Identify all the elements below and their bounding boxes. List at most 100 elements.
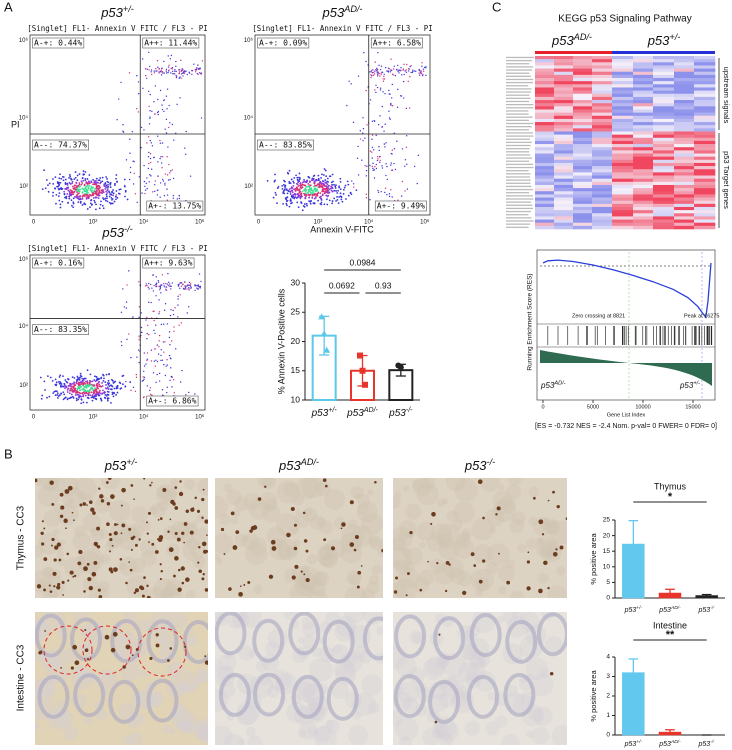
stain-spot	[146, 521, 148, 524]
stain-spot	[526, 560, 530, 564]
dot	[288, 180, 291, 183]
heatmap-cell	[592, 96, 613, 101]
heatmap-cell	[612, 169, 634, 173]
dot	[163, 351, 165, 353]
dot	[86, 189, 89, 192]
bar	[622, 672, 645, 736]
stain-spot	[36, 584, 42, 589]
heatmap-cell	[633, 100, 654, 104]
heatmap-cell	[573, 216, 593, 220]
dot	[300, 202, 303, 204]
dot	[111, 391, 114, 394]
heatmap-cell	[535, 184, 555, 189]
dot	[152, 290, 155, 292]
heatmap-cell	[653, 62, 675, 66]
dot	[168, 69, 170, 71]
stain-spot	[532, 496, 536, 500]
stain-spot	[107, 478, 112, 481]
dot	[305, 185, 308, 188]
dot	[379, 159, 381, 162]
dot	[350, 193, 353, 196]
dot	[181, 369, 183, 372]
dot	[58, 376, 61, 378]
heatmap-cell	[535, 191, 555, 195]
dot	[150, 161, 152, 164]
heatmap-cell	[612, 181, 634, 186]
heatmap-cell	[535, 84, 555, 88]
dot	[59, 203, 62, 206]
stain-spot	[148, 541, 150, 543]
stain-spot	[90, 507, 95, 512]
tissue-texture	[134, 713, 145, 724]
dot	[81, 392, 84, 395]
dot	[373, 149, 375, 151]
tissue-texture	[456, 686, 470, 700]
dot	[197, 288, 200, 290]
gene-name	[506, 126, 532, 128]
heatmap-cell	[674, 172, 695, 176]
dot	[309, 193, 312, 196]
dot	[402, 80, 405, 83]
stain-spot	[60, 666, 63, 669]
dot	[282, 190, 285, 192]
dot	[365, 89, 367, 92]
gene-name	[506, 217, 532, 219]
dot	[89, 388, 91, 391]
dot	[377, 73, 379, 76]
stain-spot	[189, 530, 194, 535]
heatmap-cell	[535, 62, 555, 66]
dot	[164, 286, 166, 288]
dot	[380, 190, 382, 193]
stain-spot	[88, 500, 93, 504]
heatmap-cell	[674, 109, 695, 113]
heatmap-cell	[633, 71, 654, 76]
dot	[401, 180, 404, 183]
dot	[197, 73, 199, 75]
tissue-texture	[393, 559, 400, 567]
tissue-texture	[163, 525, 179, 541]
dot	[284, 185, 286, 188]
dot	[169, 285, 171, 287]
stain-spot	[547, 499, 550, 502]
heatmap-cell	[633, 213, 654, 217]
dot	[390, 169, 393, 172]
heatmap-cell	[653, 100, 675, 104]
stain-spot	[341, 522, 346, 527]
tissue-texture	[169, 612, 188, 629]
y-tick-label: 10²	[244, 184, 253, 190]
dot	[116, 384, 119, 387]
heatmap-cell	[694, 144, 716, 148]
dot	[156, 70, 158, 72]
dot	[59, 173, 61, 176]
stain-spot	[381, 548, 383, 553]
heatmap-cell	[612, 81, 634, 85]
tissue-texture	[215, 495, 229, 520]
dot	[80, 381, 82, 383]
x-tick-label: p53-/-	[388, 407, 413, 419]
heatmap-cell	[554, 125, 574, 129]
heatmap-cell	[535, 210, 555, 214]
heatmap-cell	[633, 122, 654, 126]
dot	[149, 389, 151, 392]
tissue-texture	[422, 658, 445, 681]
tissue-texture	[185, 634, 197, 646]
dot	[79, 202, 82, 204]
y-tick-label: 25	[603, 517, 611, 524]
dot	[115, 194, 118, 196]
quadrant-label: A++: 6.58%	[373, 39, 421, 48]
stain-spot	[444, 589, 448, 593]
heatmap-cell	[573, 109, 593, 113]
dot	[377, 71, 380, 73]
dot	[72, 193, 75, 196]
tissue-texture	[452, 519, 463, 530]
tissue-texture	[294, 512, 310, 528]
dot	[54, 378, 57, 381]
dot	[383, 78, 386, 80]
dot	[151, 145, 154, 147]
dot	[97, 378, 100, 381]
dot	[44, 389, 46, 391]
dot	[170, 288, 172, 290]
stain-spot	[104, 634, 110, 640]
gene-name	[506, 119, 529, 122]
dot	[110, 401, 112, 404]
